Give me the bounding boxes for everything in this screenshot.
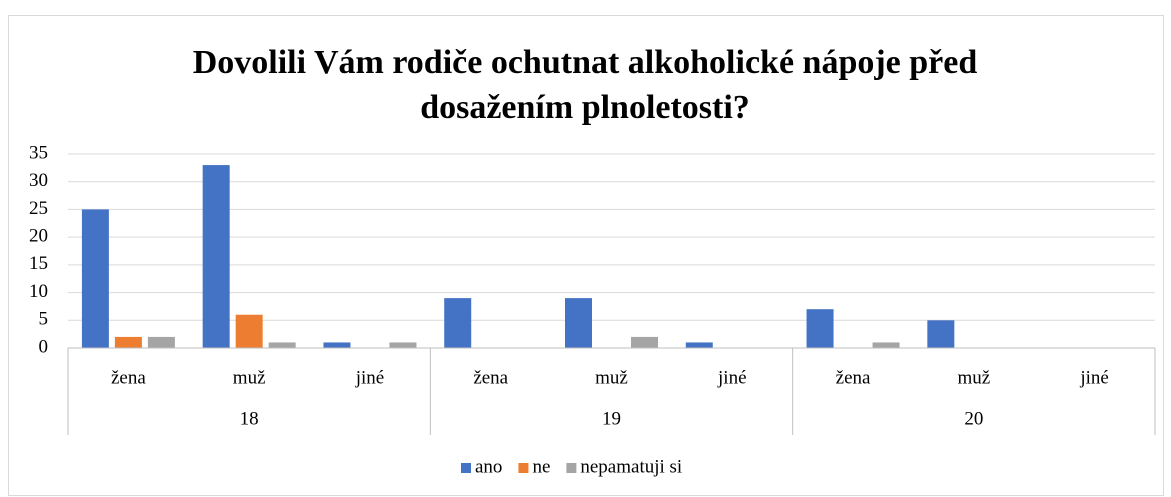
bar — [323, 342, 351, 348]
legend-swatch — [518, 463, 529, 473]
x-tick-label: žena — [836, 367, 871, 388]
legend-label: ne — [532, 456, 550, 477]
chart-border — [8, 15, 1164, 496]
bar — [202, 165, 230, 348]
bar — [631, 336, 658, 348]
legend-swatch — [566, 463, 577, 473]
x-tick-label: žena — [473, 367, 508, 388]
y-tick-label: 10 — [29, 281, 48, 302]
bar — [872, 342, 900, 348]
bar — [389, 342, 417, 348]
y-tick-label: 5 — [39, 309, 49, 330]
bar — [114, 336, 142, 348]
bar — [81, 209, 109, 348]
group-label: 19 — [602, 408, 621, 429]
group-label: 18 — [240, 408, 259, 429]
bar — [685, 342, 713, 348]
bar — [235, 314, 263, 348]
legend-swatch — [461, 463, 471, 473]
y-tick-label: 25 — [29, 198, 48, 219]
y-tick-label: 0 — [39, 336, 49, 357]
chart-title: Dovolili Vám rodiče ochutnat alkoholické… — [192, 44, 978, 126]
bar — [806, 309, 834, 348]
bar — [565, 298, 592, 348]
y-tick-label: 30 — [29, 170, 48, 191]
x-tick-label: žena — [111, 367, 146, 388]
bar — [268, 342, 296, 348]
bar — [927, 320, 955, 348]
legend-label: nepamatuji si — [580, 456, 682, 477]
y-tick-label: 35 — [29, 142, 48, 163]
group-label: 20 — [964, 408, 983, 429]
x-tick-label: jiné — [355, 367, 385, 388]
x-tick-label: muž — [957, 367, 990, 388]
y-tick-label: 15 — [29, 253, 48, 274]
legend-label: ano — [475, 456, 502, 477]
x-tick-label: muž — [595, 367, 628, 388]
bar — [147, 336, 175, 348]
x-tick-label: muž — [233, 367, 266, 388]
x-tick-label: jiné — [1079, 367, 1109, 388]
x-tick-label: jiné — [717, 367, 747, 388]
y-tick-label: 20 — [29, 226, 48, 247]
bar — [444, 298, 472, 348]
